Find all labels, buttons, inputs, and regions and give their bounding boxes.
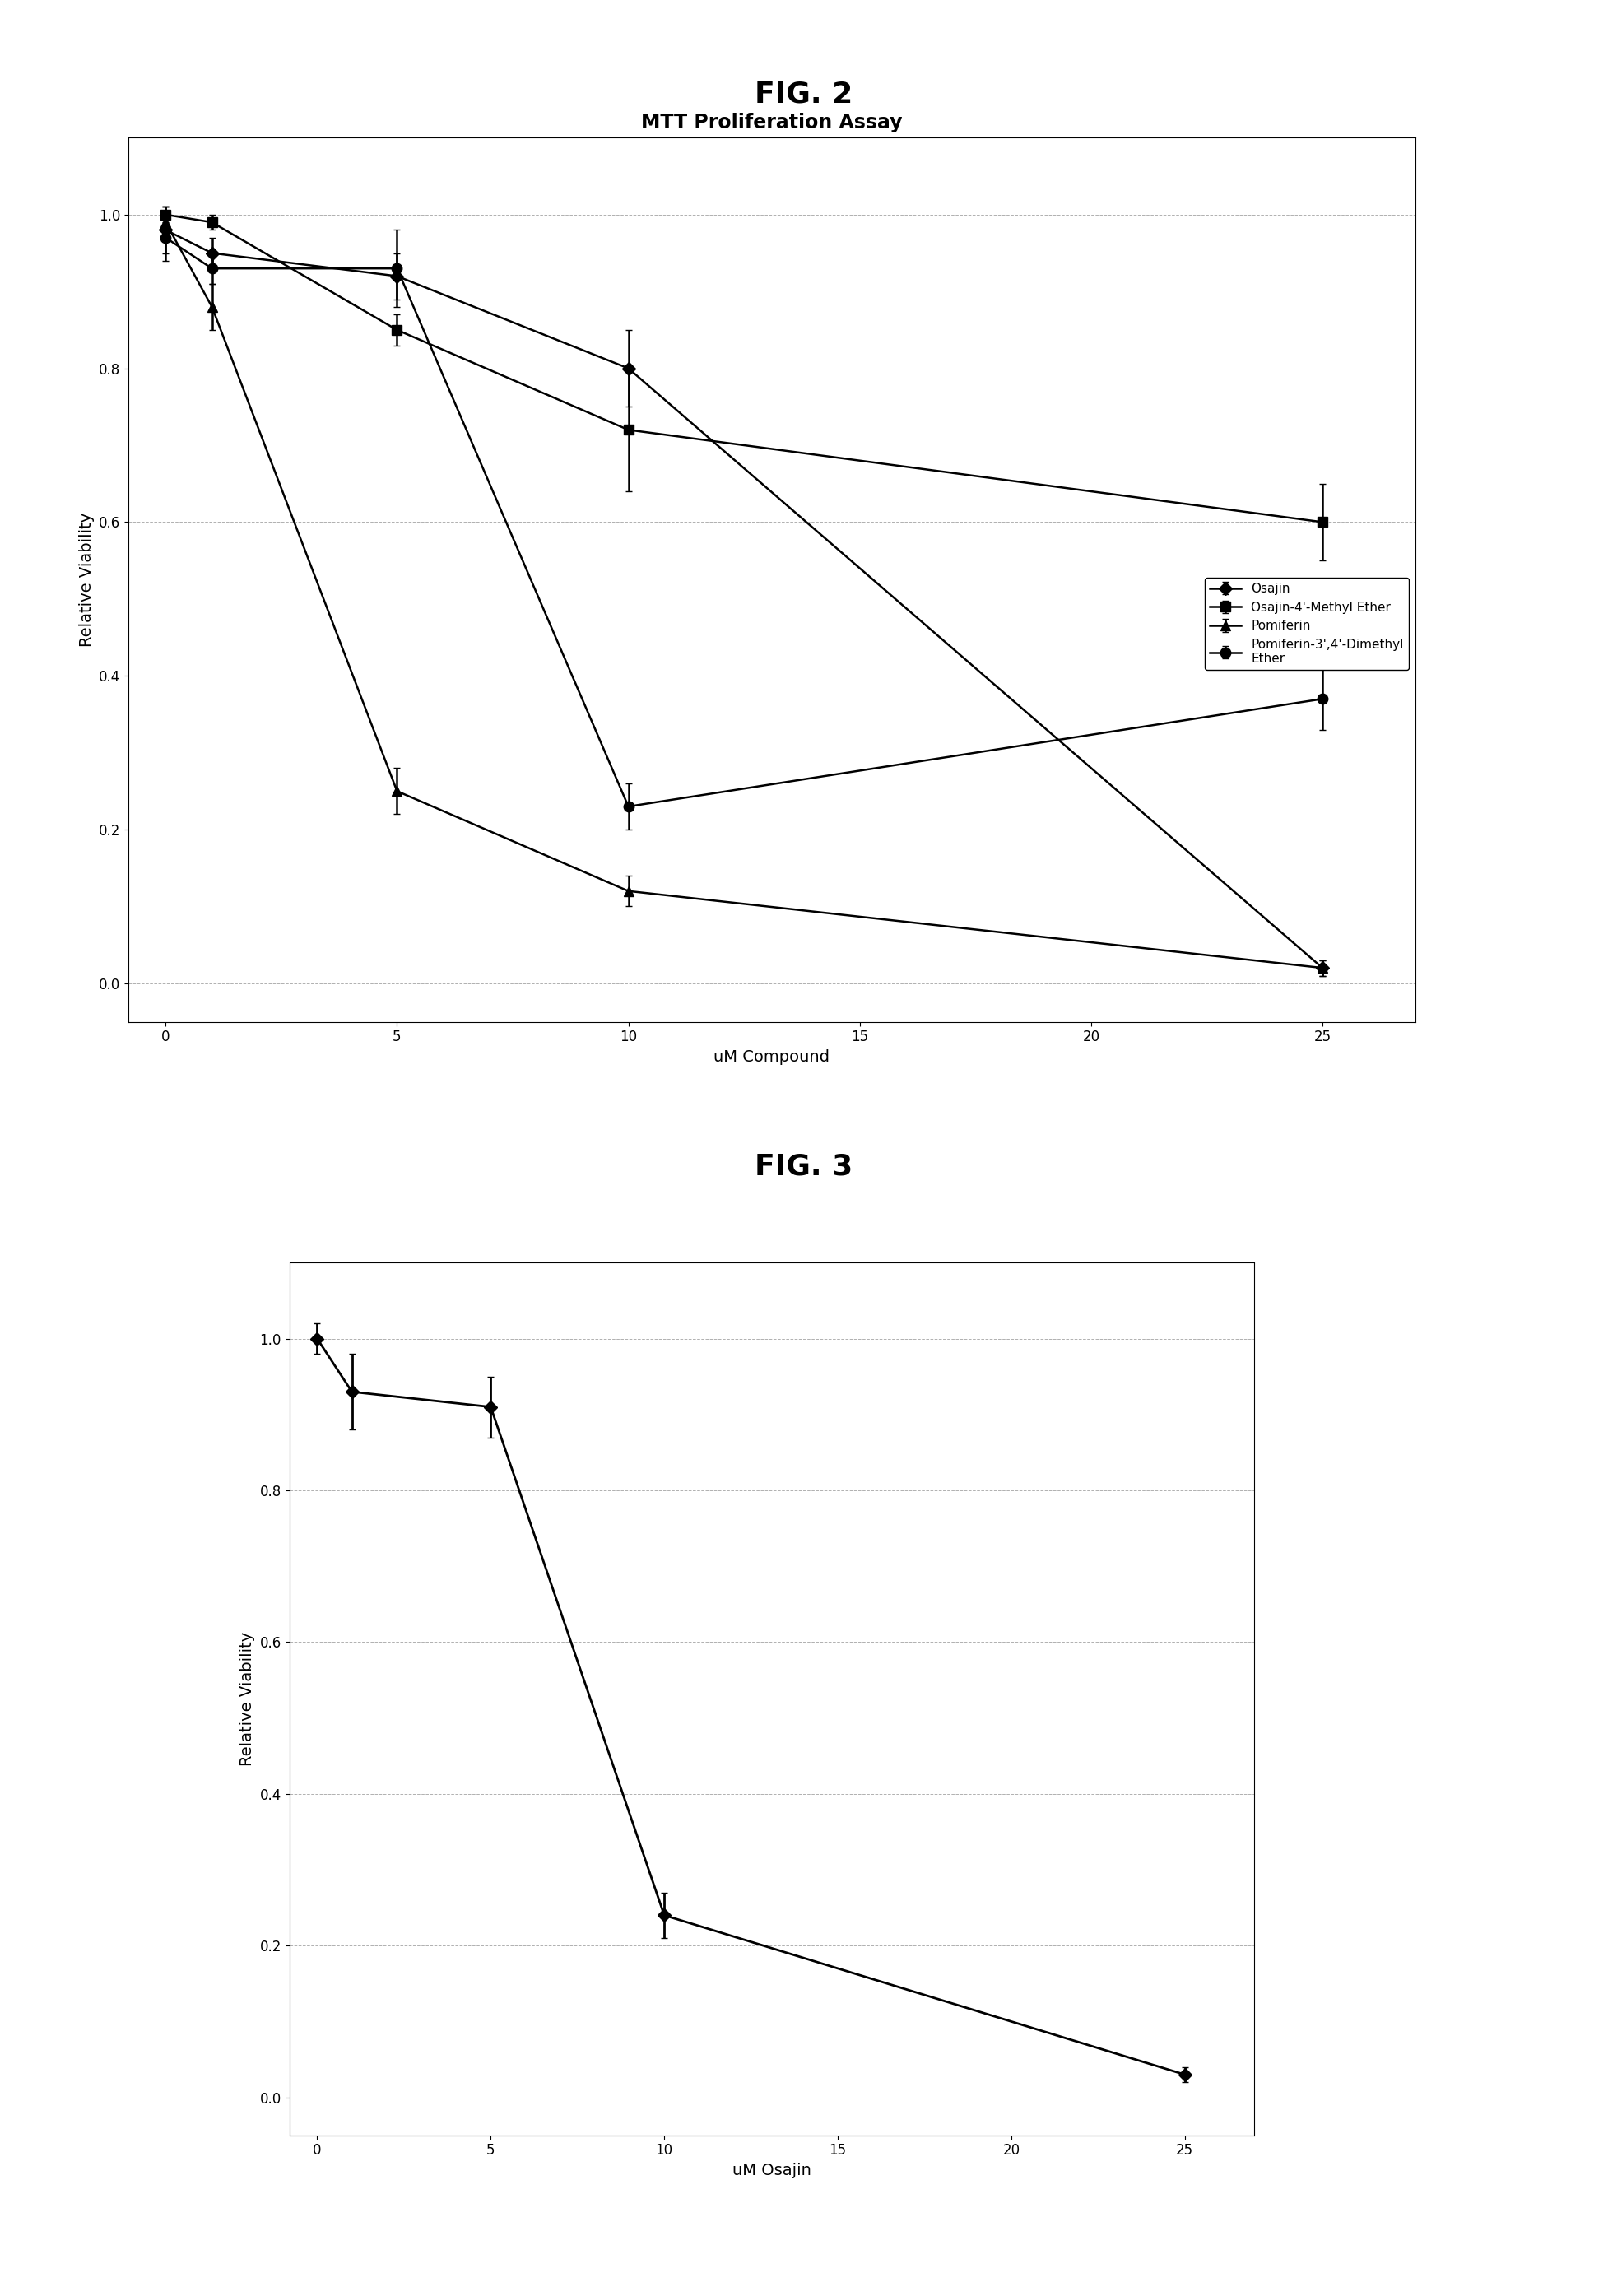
X-axis label: uM Compound: uM Compound — [714, 1049, 830, 1065]
Title: MTT Proliferation Assay: MTT Proliferation Assay — [642, 113, 902, 133]
Y-axis label: Relative Viability: Relative Viability — [79, 512, 95, 647]
Y-axis label: Relative Viability: Relative Viability — [240, 1632, 256, 1766]
Text: FIG. 3: FIG. 3 — [754, 1153, 854, 1180]
Text: FIG. 2: FIG. 2 — [754, 80, 854, 108]
Legend: Osajin, Osajin-4'-Methyl Ether, Pomiferin, Pomiferin-3',4'-Dimethyl
Ether: Osajin, Osajin-4'-Methyl Ether, Pomiferi… — [1204, 579, 1409, 670]
X-axis label: uM Osajin: uM Osajin — [732, 2163, 812, 2179]
